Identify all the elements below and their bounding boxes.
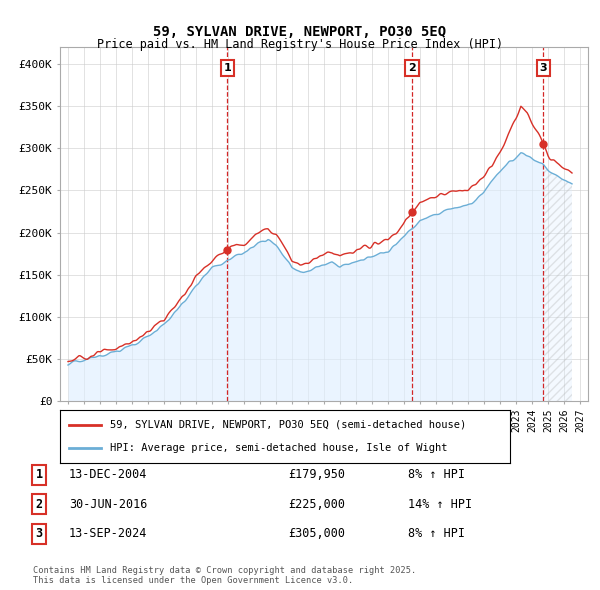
Text: Price paid vs. HM Land Registry's House Price Index (HPI): Price paid vs. HM Land Registry's House … <box>97 38 503 51</box>
Text: HPI: Average price, semi-detached house, Isle of Wight: HPI: Average price, semi-detached house,… <box>110 443 447 453</box>
Text: 8% ↑ HPI: 8% ↑ HPI <box>408 468 465 481</box>
Text: 3: 3 <box>35 527 43 540</box>
Text: 2: 2 <box>35 498 43 511</box>
Text: Contains HM Land Registry data © Crown copyright and database right 2025.
This d: Contains HM Land Registry data © Crown c… <box>33 566 416 585</box>
Text: 13-SEP-2024: 13-SEP-2024 <box>69 527 148 540</box>
Text: 8% ↑ HPI: 8% ↑ HPI <box>408 527 465 540</box>
Text: 1: 1 <box>35 468 43 481</box>
Text: 1: 1 <box>223 63 231 73</box>
Text: 14% ↑ HPI: 14% ↑ HPI <box>408 498 472 511</box>
Text: 59, SYLVAN DRIVE, NEWPORT, PO30 5EQ: 59, SYLVAN DRIVE, NEWPORT, PO30 5EQ <box>154 25 446 40</box>
Text: £179,950: £179,950 <box>288 468 345 481</box>
Text: 59, SYLVAN DRIVE, NEWPORT, PO30 5EQ (semi-detached house): 59, SYLVAN DRIVE, NEWPORT, PO30 5EQ (sem… <box>110 420 466 430</box>
Text: 3: 3 <box>539 63 547 73</box>
Text: £225,000: £225,000 <box>288 498 345 511</box>
Text: 2: 2 <box>408 63 416 73</box>
Text: £305,000: £305,000 <box>288 527 345 540</box>
Text: 30-JUN-2016: 30-JUN-2016 <box>69 498 148 511</box>
Text: 13-DEC-2004: 13-DEC-2004 <box>69 468 148 481</box>
